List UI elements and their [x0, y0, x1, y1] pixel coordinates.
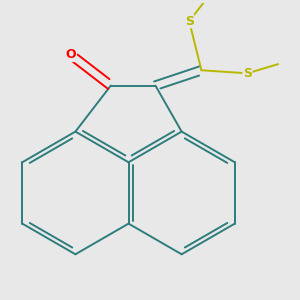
Text: O: O — [66, 48, 76, 62]
Text: S: S — [185, 15, 194, 28]
Text: S: S — [243, 67, 252, 80]
